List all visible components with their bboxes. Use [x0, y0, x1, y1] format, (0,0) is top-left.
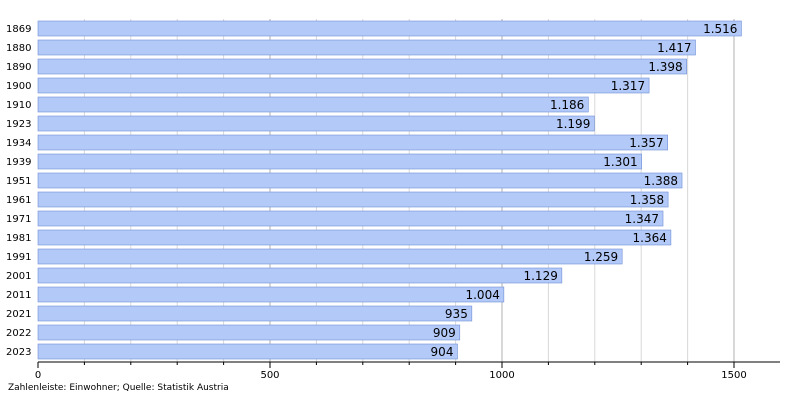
y-axis-label: 2023	[6, 347, 31, 358]
bar-value-label: 1.129	[523, 269, 557, 283]
y-axis-label: 1910	[6, 100, 31, 111]
x-axis: 0 500 1000 1500	[35, 361, 780, 381]
bar	[37, 172, 683, 189]
bar	[37, 96, 589, 113]
bar-value-label: 1.004	[465, 288, 499, 302]
bar	[37, 210, 664, 227]
y-axis-label: 1961	[6, 195, 31, 206]
y-axis-label: 1923	[6, 119, 31, 130]
y-axis-label: 1991	[6, 252, 31, 263]
bar	[37, 58, 687, 75]
source-note: Zahlenleiste: Einwohner; Quelle: Statist…	[8, 383, 229, 393]
bar-value-label: 1.317	[611, 79, 645, 93]
bar-value-label: 1.364	[633, 231, 667, 245]
bars	[37, 20, 742, 360]
bar-value-label: 909	[433, 326, 456, 340]
bar	[37, 343, 458, 360]
bar-value-label: 1.199	[556, 117, 590, 131]
bar-value-label: 935	[445, 307, 468, 321]
y-axis-label: 2011	[6, 290, 31, 301]
bar-value-label: 1.186	[550, 98, 584, 112]
bar-value-label: 1.358	[630, 193, 664, 207]
bar	[37, 267, 563, 284]
bar-value-label: 1.347	[625, 212, 659, 226]
y-axis-label: 1900	[6, 81, 31, 92]
y-axis-label: 1880	[6, 43, 31, 54]
bar	[37, 77, 650, 94]
x-tick-label: 500	[260, 370, 279, 381]
y-axis-labels: 1869 1880 1890 1900 1910 1923 1934 1939 1951 1961…	[6, 24, 31, 358]
bar	[37, 39, 696, 56]
y-axis-label: 1981	[6, 233, 31, 244]
y-axis-label: 2022	[6, 328, 31, 339]
bar	[37, 229, 672, 246]
y-axis-label: 1934	[6, 138, 31, 149]
bar-value-label: 1.357	[629, 136, 663, 150]
bar	[37, 115, 595, 132]
bar-value-label: 904	[431, 345, 454, 359]
x-tick-label: 1500	[721, 370, 746, 381]
y-axis-label: 1939	[6, 157, 31, 168]
bar	[37, 324, 461, 341]
bar-value-label: 1.516	[703, 22, 737, 36]
x-tick-label: 1000	[489, 370, 514, 381]
grid-lines	[83, 19, 735, 362]
bar-value-label: 1.417	[657, 41, 691, 55]
bar-value-label: 1.301	[603, 155, 637, 169]
bar	[37, 305, 473, 322]
bar	[37, 20, 742, 37]
y-axis-label: 1951	[6, 176, 31, 187]
y-axis-label: 1890	[6, 62, 31, 73]
y-axis-label: 2021	[6, 309, 31, 320]
bar-value-label: 1.388	[644, 174, 678, 188]
bar	[37, 153, 642, 170]
bar	[37, 286, 505, 303]
x-tick-label: 0	[35, 370, 41, 381]
y-axis-label: 1869	[6, 24, 31, 35]
bar-value-label: 1.259	[584, 250, 618, 264]
bar	[37, 191, 669, 208]
bar-value-label: 1.398	[648, 60, 682, 74]
bar	[37, 134, 668, 151]
y-axis-label: 2001	[6, 271, 31, 282]
bar	[37, 248, 623, 265]
y-axis-label: 1971	[6, 214, 31, 225]
